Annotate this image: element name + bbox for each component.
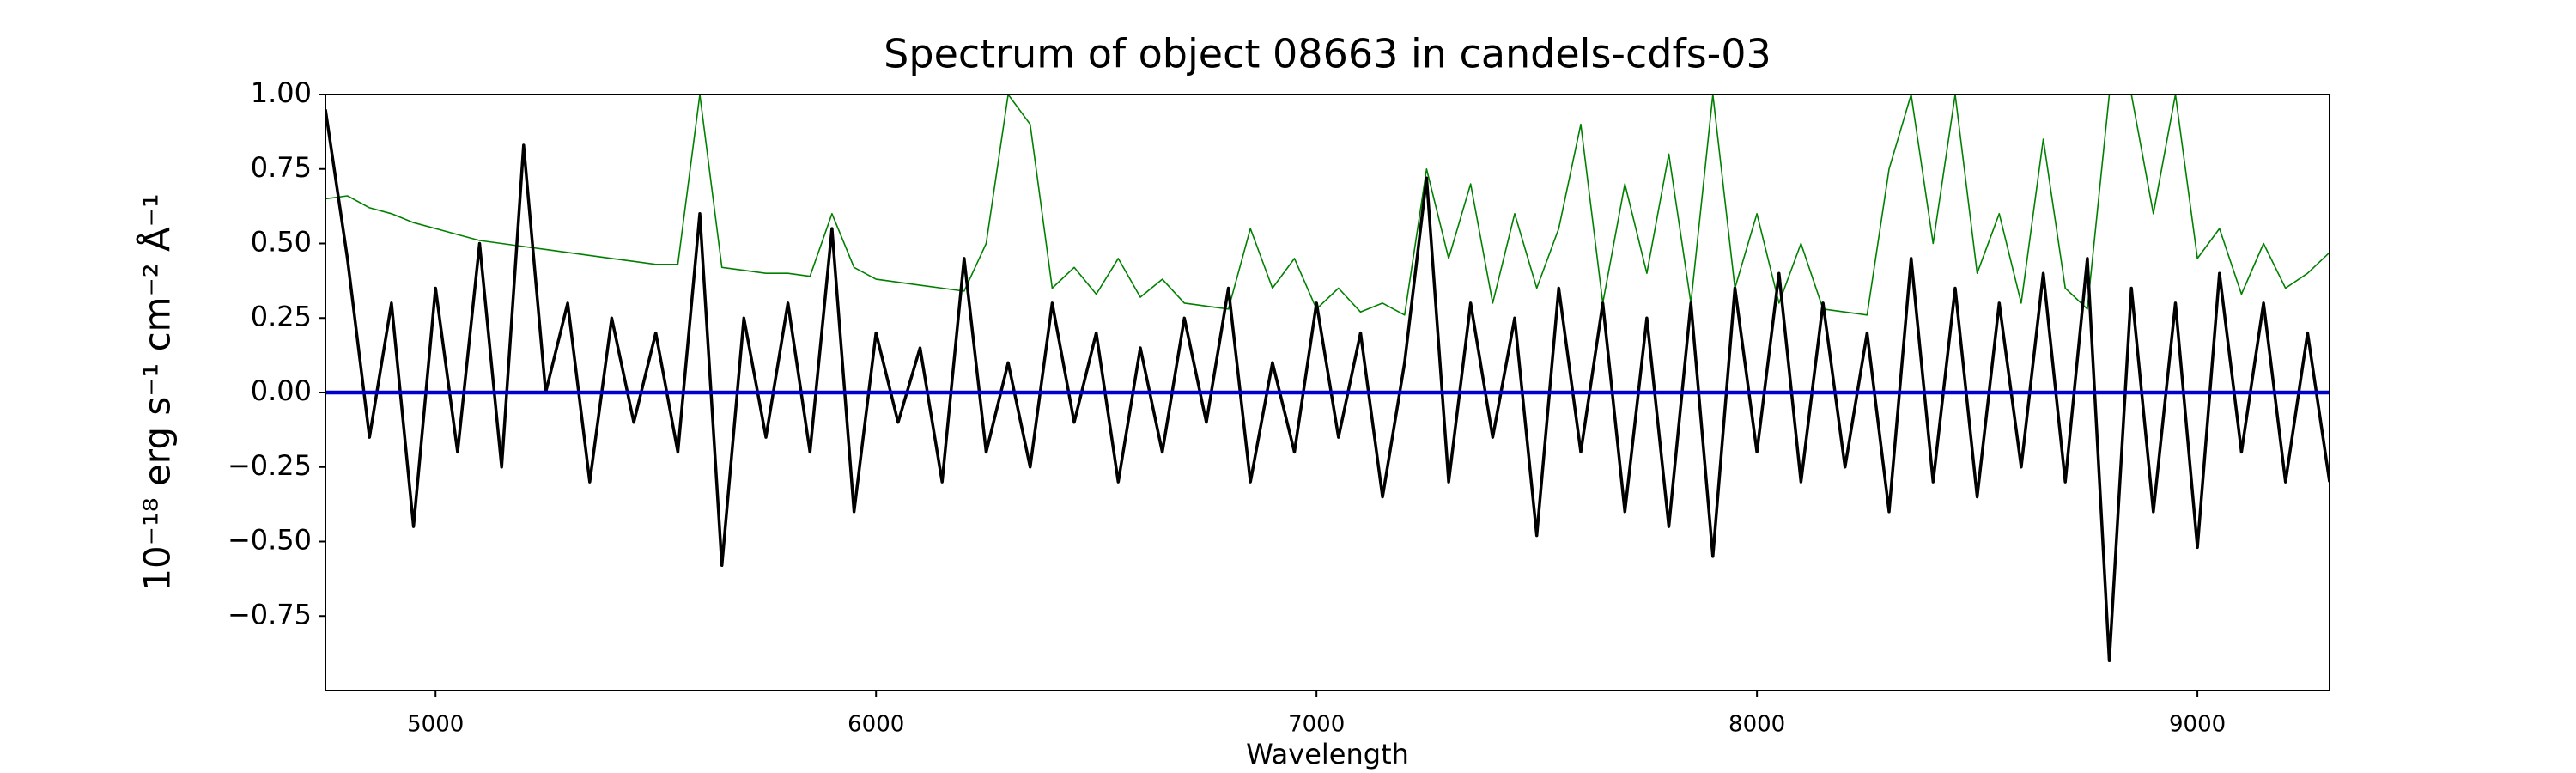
x-axis-label: Wavelength bbox=[1246, 738, 1409, 770]
x-tick-label: 8000 bbox=[1728, 712, 1785, 738]
y-tick-label: 0.50 bbox=[251, 226, 312, 259]
y-tick-label: 0.25 bbox=[251, 300, 312, 332]
y-axis-label: 10⁻¹⁸ erg s⁻¹ cm⁻² Å⁻¹ bbox=[136, 193, 179, 591]
series-line bbox=[325, 109, 2330, 663]
plot-lines bbox=[325, 94, 2330, 663]
x-tick-label: 6000 bbox=[848, 712, 904, 738]
y-tick-label: 1.00 bbox=[251, 76, 312, 109]
y-tick-label: −0.50 bbox=[228, 524, 312, 557]
y-tick-label: 0.75 bbox=[251, 151, 312, 184]
x-tick-label: 9000 bbox=[2169, 712, 2226, 738]
x-tick-label: 7000 bbox=[1288, 712, 1345, 738]
chart-title: Spectrum of object 08663 in candels-cdfs… bbox=[884, 31, 1771, 77]
y-tick-label: −0.75 bbox=[228, 598, 312, 630]
series-line bbox=[325, 94, 2330, 316]
y-tick-label: 0.00 bbox=[251, 374, 312, 407]
x-tick-label: 5000 bbox=[407, 712, 464, 738]
y-tick-label: −0.25 bbox=[228, 449, 312, 482]
